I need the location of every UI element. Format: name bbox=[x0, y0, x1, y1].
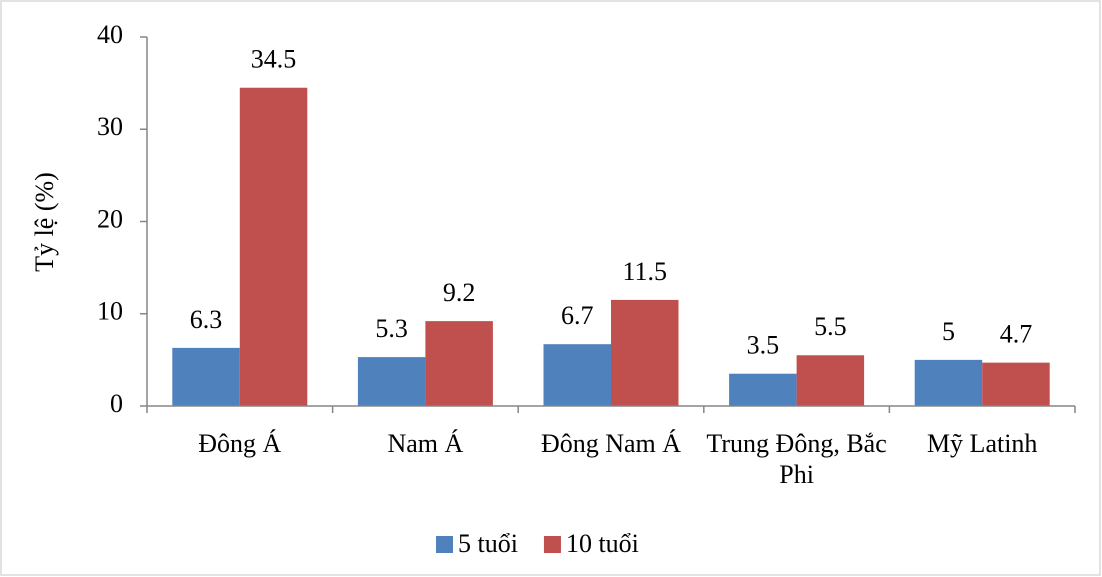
legend-swatch bbox=[543, 536, 561, 553]
bar bbox=[357, 357, 426, 406]
bar bbox=[982, 362, 1050, 406]
data-label: 5.3 bbox=[375, 314, 408, 343]
bar bbox=[172, 347, 240, 406]
data-label: 6.3 bbox=[190, 305, 223, 334]
data-label: 5 bbox=[942, 317, 955, 346]
x-tick-label: Đông Nam Á bbox=[540, 429, 682, 458]
x-tick-label: Nam Á bbox=[387, 429, 464, 458]
y-tick-label: 0 bbox=[110, 389, 123, 418]
data-label: 6.7 bbox=[561, 301, 594, 330]
x-tick-label: Mỹ Latinh bbox=[926, 429, 1038, 458]
bar bbox=[611, 299, 679, 406]
data-label: 4.7 bbox=[1000, 320, 1033, 349]
x-tick-label: Trung Đông, Bắc Phi bbox=[706, 429, 887, 489]
legend-swatch bbox=[436, 536, 453, 553]
bar bbox=[729, 373, 797, 406]
bar bbox=[796, 355, 865, 406]
legend-label: 10 tuổi bbox=[566, 529, 639, 558]
y-tick-label: 20 bbox=[97, 204, 123, 233]
bar bbox=[425, 321, 493, 406]
data-label: 9.2 bbox=[443, 278, 476, 307]
data-label: 3.5 bbox=[747, 331, 780, 360]
x-tick-label: Đông Á bbox=[198, 429, 282, 458]
bar bbox=[914, 359, 983, 406]
y-axis-title: Tỷ lệ (%) bbox=[30, 172, 59, 272]
bar bbox=[239, 87, 308, 407]
y-tick-label: 30 bbox=[97, 112, 123, 141]
y-tick-label: 40 bbox=[97, 20, 123, 49]
data-label: 5.5 bbox=[814, 312, 847, 341]
bar bbox=[543, 344, 611, 406]
data-label: 11.5 bbox=[622, 257, 667, 286]
legend-label: 5 tuổi bbox=[458, 529, 518, 558]
y-tick-label: 10 bbox=[97, 297, 123, 326]
data-label: 34.5 bbox=[251, 45, 297, 74]
